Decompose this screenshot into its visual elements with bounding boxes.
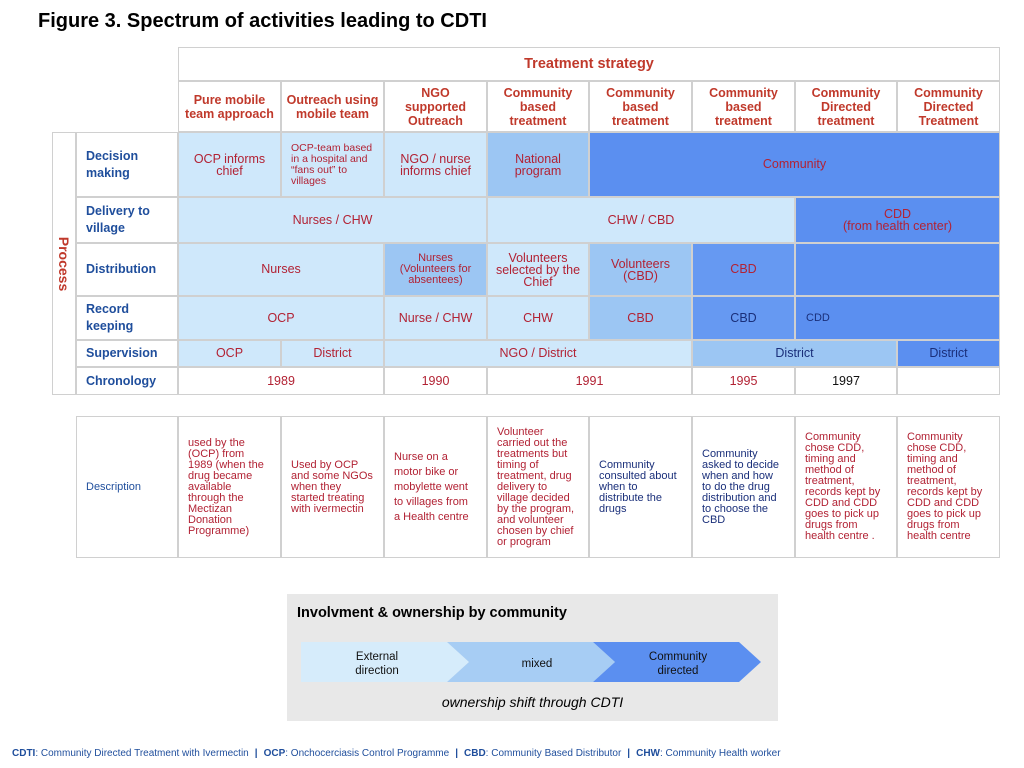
cell-distribution-volunteers-cbd: Volunteers (CBD) [589,243,692,296]
legend-separator: | [254,748,258,759]
legend-abbr: CDTI [12,748,36,759]
cell-distribution-empty [795,243,1000,296]
cell-chronology-empty [897,367,1000,395]
cell-delivery-cdd: CDD (from health center) [795,197,1000,243]
row-label-supervision: Supervision [76,340,178,367]
legend-separator: | [627,748,631,759]
cell-decision-national: National program [487,132,589,197]
cell-record-cbd-2: CBD [692,296,795,340]
description-cell: Used by OCP and some NGOs when they star… [281,416,384,558]
description-cell: Community asked to decide when and how t… [692,416,795,558]
cell-chronology-1989: 1989 [178,367,384,395]
cell-decision-ngo: NGO / nurse informs chief [384,132,487,197]
column-header: Community based treatment [692,81,795,132]
cell-chronology-1995: 1995 [692,367,795,395]
legend-abbr: CBD [464,748,486,759]
ownership-title: Involvment & ownership by community [297,605,567,621]
cell-chronology-1990: 1990 [384,367,487,395]
column-header: Community based treatment [487,81,589,132]
process-label: Process [52,132,76,395]
cell-distribution-nurses: Nurses [178,243,384,296]
cell-supervision-ocp: OCP [178,340,281,367]
cell-delivery-nurses-chw: Nurses / CHW [178,197,487,243]
legend-text: : Community Based Distributor [485,748,622,759]
row-label-delivery-to-village: Delivery to village [76,197,178,243]
row-label-chronology: Chronology [76,367,178,395]
legend-text: : Community Directed Treatment with Iver… [35,748,249,759]
cell-supervision-ngo-district: NGO / District [384,340,692,367]
row-label-record-keeping: Record keeping [76,296,178,340]
cell-chronology-1991: 1991 [487,367,692,395]
group-header: Treatment strategy [178,47,1000,81]
cell-chronology-1997: 1997 [795,367,897,395]
cell-distribution-cbd: CBD [692,243,795,296]
legend-text: : Onchocerciasis Control Programme [285,748,450,759]
cell-decision-ocp-team: OCP-team based in a hospital and “fans o… [281,132,384,197]
stage-external-label: External direction [355,651,399,677]
description-cell: Community chose CDD, timing and method o… [795,416,897,558]
cell-supervision-district-2: District [692,340,897,367]
column-header: Community based treatment [589,81,692,132]
legend-text: : Community Health worker [659,748,781,759]
cell-distribution-volunteers-chief: Volunteers selected by the Chief [487,243,589,296]
cell-distribution-nurses-volunteers: Nurses (Volunteers for absentees) [384,243,487,296]
cell-record-cbd-1: CBD [589,296,692,340]
cell-decision-community: Community [589,132,1000,197]
ownership-chevrons [301,642,761,682]
cell-record-ocp: OCP [178,296,384,340]
legend-abbr: CHW [636,748,660,759]
chevron-mixed [447,642,615,682]
chevron-external [301,642,469,682]
description-label: Description [76,416,178,558]
chevron-community [593,642,761,682]
description-cell: Nurse on a motor bike or mobylette went … [384,416,487,558]
legend-separator: | [455,748,458,759]
row-label-decision-making: Decision making [76,132,178,197]
description-cell: used by the (OCP) from 1989 (when the dr… [178,416,281,558]
column-header: NGO supported Outreach [384,81,487,132]
cell-record-nurse-chw: Nurse / CHW [384,296,487,340]
cell-delivery-chw-cbd: CHW / CBD [487,197,795,243]
column-header: Community Directed treatment [795,81,897,132]
column-header: Pure mobile team approach [178,81,281,132]
description-cell: Community consulted about when to distri… [589,416,692,558]
ownership-panel: Involvment & ownership by community Exte… [287,594,778,721]
process-label-text: Process [56,236,72,291]
row-label-distribution: Distribution [76,243,178,296]
ownership-footnote: ownership shift through CDTI [441,694,624,710]
cell-record-chw: CHW [487,296,589,340]
figure-title: Figure 3. Spectrum of activities leading… [38,10,487,32]
stage-mixed-label: mixed [521,658,553,670]
column-header: Community Directed Treatment [897,81,1000,132]
stage-community-label: Community directed [648,651,708,677]
cell-decision-ocp: OCP informs chief [178,132,281,197]
cell-supervision-district-3: District [897,340,1000,367]
abbreviation-legend: CDTI: Community Directed Treatment with … [12,748,781,759]
description-cell: Community chose CDD, timing and method o… [897,416,1000,558]
column-header: Outreach using mobile team [281,81,384,132]
cell-record-cdd: CDD [795,296,1000,340]
description-cell: Volunteer carried out the treatments but… [487,416,589,558]
cell-supervision-district: District [281,340,384,367]
legend-abbr: OCP [263,748,286,759]
